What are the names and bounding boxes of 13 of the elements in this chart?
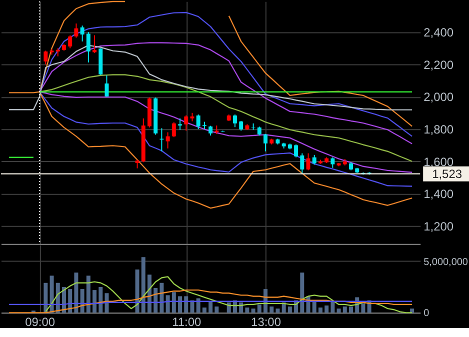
y-tick-label: 1,600 (424, 154, 454, 169)
y-tick-label: 1,800 (424, 122, 454, 137)
y-tick-label: 5,000,000 (424, 256, 468, 268)
x-tick-label: 11:00 (172, 315, 202, 330)
y-tick-label: 2,000 (424, 90, 454, 104)
y-tick-label: 1,200 (424, 220, 454, 234)
y-tick-label: 2,400 (424, 26, 454, 40)
x-tick-label: 13:00 (251, 315, 282, 330)
y-tick-label: 1,400 (424, 187, 454, 202)
ref-line-label: 1,523 (432, 166, 462, 181)
x-tick-label: 09:00 (25, 315, 56, 330)
y-tick-label: 2,200 (424, 58, 454, 72)
y-tick-label: 0 (424, 308, 430, 320)
